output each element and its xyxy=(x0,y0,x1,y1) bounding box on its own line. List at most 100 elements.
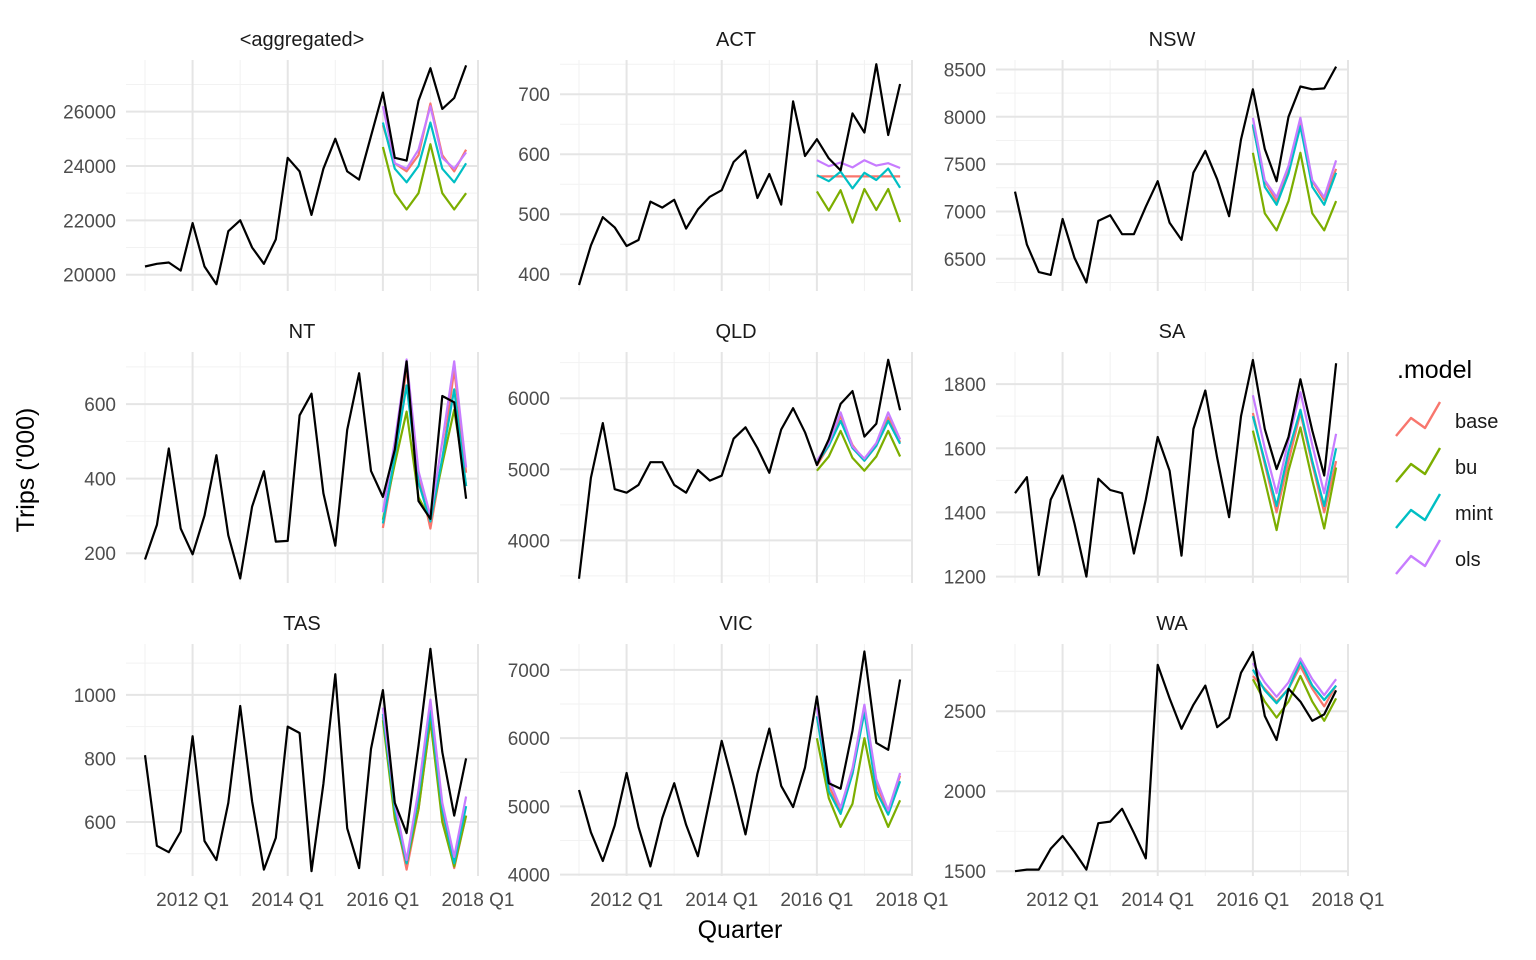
x-tick-label: 2016 Q1 xyxy=(1216,890,1289,911)
y-tick-label: 600 xyxy=(518,145,550,166)
legend-key xyxy=(1395,493,1442,529)
panel xyxy=(996,644,1349,876)
actual-line xyxy=(143,647,468,873)
x-tick-label: 2014 Q1 xyxy=(685,890,758,911)
panel-title: ACT xyxy=(716,29,756,51)
legend: .model base bu mint ols xyxy=(1395,356,1498,575)
legend-label: mint xyxy=(1455,503,1493,525)
panel-title: TAS xyxy=(283,613,320,635)
actual-line xyxy=(1014,358,1338,578)
panel xyxy=(560,352,913,583)
y-tick-label: 7000 xyxy=(508,661,550,682)
x-tick-label: 2014 Q1 xyxy=(1121,890,1194,911)
panel-title: NSW xyxy=(1149,29,1196,51)
forecast-line-ols xyxy=(816,159,901,170)
y-tick-label: 700 xyxy=(518,85,550,106)
y-tick-label: 6500 xyxy=(944,250,986,271)
legend-item-base: base xyxy=(1395,401,1498,437)
forecast-line-bu xyxy=(1251,151,1338,232)
y-tick-label: 26000 xyxy=(63,103,116,124)
y-tick-label: 7500 xyxy=(944,155,986,176)
legend-label: ols xyxy=(1455,549,1481,571)
forecast-line-bu xyxy=(815,187,902,224)
y-tick-label: 22000 xyxy=(63,211,116,232)
y-axis-title: Trips ('000) xyxy=(12,408,40,533)
forecast-line-bu xyxy=(815,737,902,829)
x-tick-label: 2018 Q1 xyxy=(1312,890,1385,911)
actual-line xyxy=(143,360,468,580)
legend-title: .model xyxy=(1397,356,1472,384)
actual-line xyxy=(144,65,468,286)
panel xyxy=(996,352,1349,583)
panel xyxy=(126,60,479,291)
legend-key xyxy=(1395,447,1442,483)
x-axis-title: Quarter xyxy=(698,916,783,944)
x-tick-label: 2018 Q1 xyxy=(442,890,515,911)
legend-item-mint: mint xyxy=(1395,493,1493,529)
y-tick-label: 400 xyxy=(518,265,550,286)
forecast-line-mint xyxy=(816,167,902,190)
legend-label: base xyxy=(1455,411,1498,433)
forecast-line-mint xyxy=(1251,124,1338,206)
panel-title: WA xyxy=(1156,613,1188,635)
y-tick-label: 600 xyxy=(84,395,116,416)
panel-title: VIC xyxy=(719,613,752,635)
forecast-line-ols xyxy=(1251,116,1338,199)
panel xyxy=(126,352,479,583)
y-tick-label: 4000 xyxy=(508,531,550,552)
actual-line xyxy=(577,358,902,579)
x-tick-label: 2018 Q1 xyxy=(876,890,949,911)
y-tick-label: 4000 xyxy=(508,866,550,887)
forecast-line-mint xyxy=(1251,408,1338,508)
y-tick-label: 8500 xyxy=(944,60,986,81)
forecast-line-ols xyxy=(381,105,467,170)
y-tick-label: 1800 xyxy=(944,375,986,396)
y-tick-label: 2500 xyxy=(944,702,986,723)
legend-key xyxy=(1395,539,1442,575)
actual-line xyxy=(1013,66,1338,284)
forecast-line-ols xyxy=(381,698,468,862)
x-tick-label: 2012 Q1 xyxy=(156,890,229,911)
x-tick-label: 2012 Q1 xyxy=(590,890,663,911)
forecast-line-ols xyxy=(1251,657,1337,698)
y-tick-label: 8000 xyxy=(944,108,986,129)
panel-title: NT xyxy=(289,321,316,343)
legend-label: bu xyxy=(1455,457,1477,479)
x-tick-label: 2016 Q1 xyxy=(780,890,853,911)
forecast-line-bu xyxy=(1251,674,1338,722)
y-tick-label: 1500 xyxy=(944,862,986,883)
forecast-line-mint xyxy=(381,709,468,865)
y-tick-label: 200 xyxy=(84,544,116,565)
legend-item-bu: bu xyxy=(1395,447,1477,483)
y-tick-label: 5000 xyxy=(508,797,550,818)
panel-title: QLD xyxy=(715,321,756,343)
x-tick-label: 2016 Q1 xyxy=(346,890,419,911)
y-tick-label: 800 xyxy=(84,749,116,770)
forecast-line-mint xyxy=(381,121,468,184)
x-tick-label: 2014 Q1 xyxy=(251,890,324,911)
forecast-line-ols xyxy=(1251,391,1338,495)
y-tick-label: 7000 xyxy=(944,202,986,223)
legend-key xyxy=(1395,401,1442,437)
y-tick-label: 6000 xyxy=(508,729,550,750)
panel xyxy=(126,644,479,876)
forecast-line-mint xyxy=(1251,660,1337,705)
y-tick-label: 400 xyxy=(84,470,116,491)
forecast-line-bu xyxy=(1251,426,1338,532)
forecast-line-mint xyxy=(815,711,902,816)
y-tick-label: 5000 xyxy=(508,460,550,481)
y-tick-label: 24000 xyxy=(63,157,116,178)
forecast-line-mint xyxy=(815,419,902,464)
y-tick-label: 1200 xyxy=(944,568,986,589)
forecast-line-bu xyxy=(816,429,902,472)
y-tick-label: 1600 xyxy=(944,439,986,460)
actual-line xyxy=(577,650,902,868)
legend-item-ols: ols xyxy=(1395,539,1481,575)
actual-line xyxy=(1014,650,1338,873)
panel-title: <aggregated> xyxy=(240,29,365,51)
y-tick-label: 20000 xyxy=(63,266,116,287)
y-tick-label: 500 xyxy=(518,205,550,226)
x-tick-label: 2012 Q1 xyxy=(1026,890,1099,911)
